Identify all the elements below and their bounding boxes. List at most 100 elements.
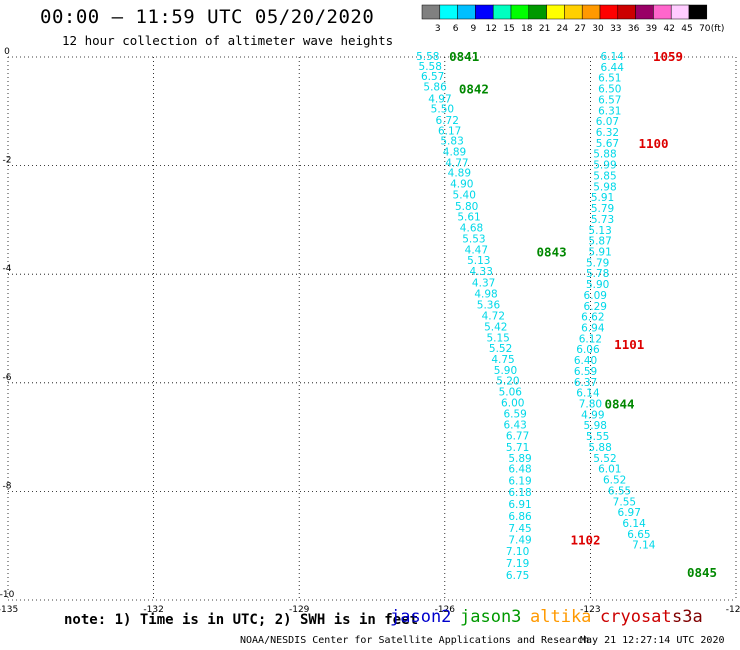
y-tick-label: -2 (3, 156, 12, 166)
wave-height-value: 5.90 (586, 279, 609, 291)
credit-line: NOAA/NESDIS Center for Satellite Applica… (240, 635, 590, 646)
wave-height-value: 6.40 (574, 355, 597, 367)
colorbar-legend: 3 6 9 12 15 18 21 24 27 30 33 36 39 42 45 70 (ft) (421, 4, 725, 34)
pass-time-label: 0845 (687, 565, 717, 580)
colorbar-tick-label: 6 (453, 24, 459, 34)
wave-height-value: 5.50 (431, 104, 454, 116)
wave-height-value: 6.07 (596, 116, 619, 128)
wave-height-value: 5.52 (593, 453, 616, 465)
wave-height-value: 6.31 (598, 105, 621, 117)
wave-height-value: 4.98 (474, 288, 497, 300)
colorbar-unit: (ft) (711, 24, 725, 34)
wave-height-value: 6.91 (508, 499, 531, 511)
wave-height-value: 6.72 (436, 115, 459, 127)
y-tick-label: 0 (4, 47, 10, 57)
colorbar-tick-label: 3 (435, 24, 441, 34)
wave-height-value: 5.83 (440, 136, 463, 148)
wave-height-value: 5.79 (591, 203, 614, 215)
pass-time-label: 1101 (614, 337, 644, 352)
wave-height-value: 6.75 (506, 570, 529, 582)
wave-height-value: 5.06 (499, 387, 523, 399)
footer-note: note: 1) Time is in UTC; 2) SWH is in fe… (64, 612, 419, 628)
satellite-jason3: jason3 (460, 607, 522, 627)
colorbar-tick-label: 9 (471, 24, 477, 34)
colorbar-tick-label: 39 (646, 24, 658, 34)
wave-height-value: 5.58 (416, 51, 439, 63)
wave-height-value: 6.52 (603, 475, 626, 487)
wave-height-value: 6.29 (584, 301, 607, 313)
wave-height-value: 6.18 (508, 487, 531, 499)
x-tick-label: -123 (580, 605, 600, 615)
satellite-altika: altika (530, 607, 592, 627)
colorbar-swatch (688, 4, 708, 20)
x-tick-label: -126 (435, 605, 456, 615)
wave-height-value: 5.13 (467, 255, 490, 267)
wave-height-value: 4.75 (491, 354, 514, 366)
wave-height-value: 6.17 (438, 125, 461, 137)
x-tick-label: -135 (0, 605, 18, 615)
wave-height-value: 7.14 (632, 540, 656, 552)
wave-height-value: 5.98 (584, 420, 607, 432)
colorbar-tick-label: 24 (557, 24, 569, 34)
wave-height-value: 5.58 (419, 61, 442, 73)
wave-height-value: 5.80 (455, 201, 478, 213)
wave-height-value: 5.20 (496, 376, 519, 388)
wave-height-value: 6.59 (503, 408, 526, 420)
wave-height-value: 6.44 (601, 62, 625, 74)
wave-height-value: 5.73 (591, 214, 614, 226)
colorbar-tick-label: 45 (681, 24, 692, 34)
wave-height-value: 6.55 (608, 485, 631, 497)
y-tick-label: -10 (0, 590, 15, 600)
wave-height-value: 6.77 (506, 431, 529, 443)
colorbar-tick-label: 42 (663, 24, 674, 34)
wave-height-value: 5.13 (588, 225, 611, 237)
page-subtitle: 12 hour collection of altimeter wave hei… (62, 33, 394, 48)
wave-height-value: 5.40 (453, 189, 476, 201)
wave-height-value: 6.01 (598, 464, 621, 476)
x-tick-label: -120 (726, 605, 740, 615)
pass-time-label: 0844 (604, 397, 634, 412)
wave-height-value: 5.53 (462, 233, 485, 245)
satellite-jason2: jason2 (390, 607, 452, 627)
wave-height-value: 6.00 (501, 397, 524, 409)
wave-height-value: 6.48 (508, 464, 531, 476)
wave-height-value: 4.33 (470, 266, 493, 278)
wave-height-value: 5.71 (506, 442, 529, 454)
wave-height-value: 5.99 (593, 160, 616, 172)
y-tick-label: -8 (3, 481, 12, 491)
wave-height-value: 5.88 (588, 442, 611, 454)
wave-height-value: 6.51 (598, 73, 621, 85)
wave-height-value: 6.12 (579, 333, 602, 345)
wave-height-value: 6.14 (601, 51, 625, 63)
wave-height-value: 6.97 (618, 507, 641, 519)
wave-height-value: 5.15 (486, 332, 509, 344)
wave-height-value: 6.32 (596, 127, 619, 139)
colorbar-tick-label: 33 (610, 24, 621, 34)
wave-height-value: 5.91 (588, 246, 611, 258)
wave-height-value: 4.68 (460, 223, 483, 235)
wave-height-value: 5.86 (423, 81, 447, 93)
wave-height-value: 6.06 (576, 344, 600, 356)
y-tick-label: -6 (3, 373, 12, 383)
wave-height-value: 5.61 (457, 212, 480, 224)
wave-height-value: 6.94 (581, 323, 605, 335)
pass-time-label: 0842 (459, 82, 489, 97)
wave-height-value: 5.52 (489, 343, 512, 355)
wave-height-value: 7.10 (506, 546, 529, 558)
colorbar-tick-label: 30 (592, 24, 604, 34)
wave-height-value: 6.50 (598, 84, 621, 96)
wave-height-value: 6.62 (581, 312, 604, 324)
wave-height-value: 6.57 (421, 71, 444, 83)
wave-height-value: 5.67 (596, 138, 619, 150)
wave-height-value: 4.72 (482, 311, 505, 323)
colorbar-tick-label: 12 (485, 24, 496, 34)
pass-time-label: 0841 (449, 49, 479, 64)
wave-height-value: 5.36 (477, 300, 501, 312)
wave-height-value: 5.88 (593, 149, 616, 161)
wave-height-value: 4.90 (450, 179, 473, 191)
wave-height-value: 5.89 (508, 453, 531, 465)
wave-height-value: 5.79 (586, 257, 609, 269)
wave-height-value: 4.47 (465, 244, 488, 256)
wave-height-value: 5.42 (484, 321, 507, 333)
